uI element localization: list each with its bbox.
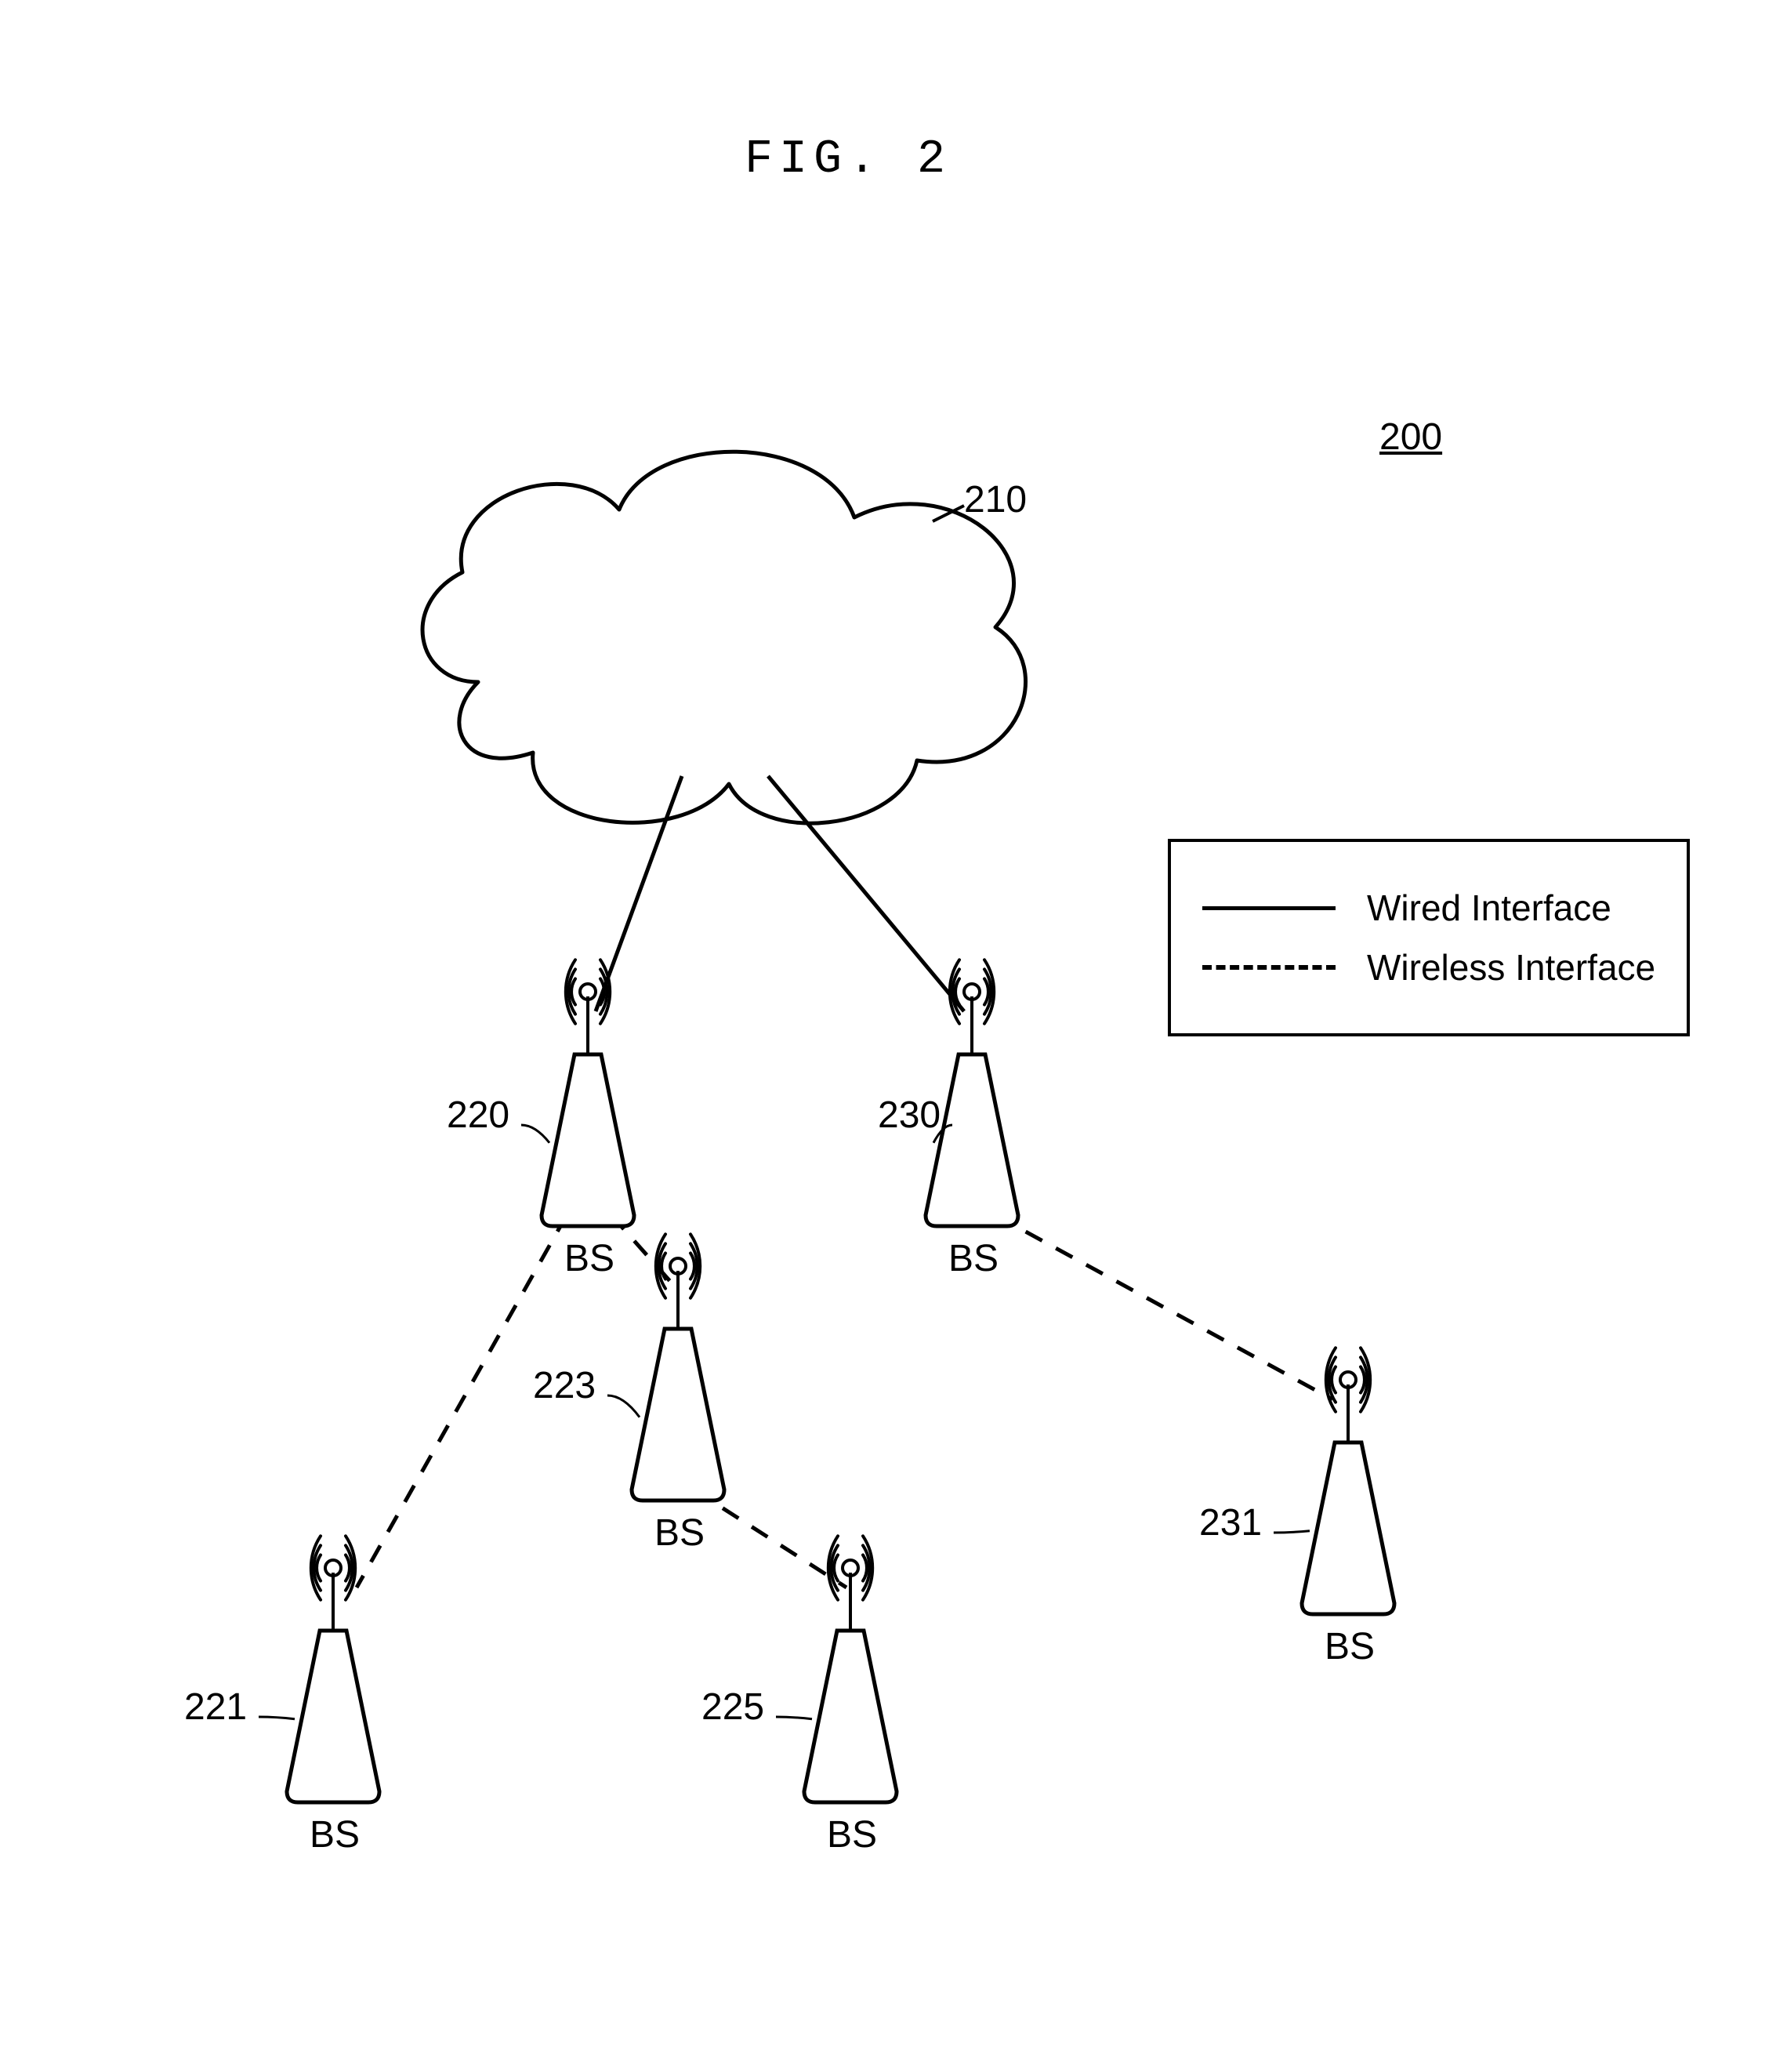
wireless-edge	[995, 1215, 1332, 1399]
bs-label: BS	[654, 1511, 705, 1555]
bs-label: BS	[564, 1237, 614, 1280]
bs-label: BS	[1325, 1625, 1375, 1668]
bs-ref: 230	[878, 1094, 941, 1137]
wired-edge	[596, 776, 682, 1011]
bs-label: BS	[827, 1813, 877, 1856]
bs-ref: 225	[701, 1686, 764, 1729]
system-ref: 200	[1379, 415, 1442, 459]
basestation-icon	[804, 1536, 897, 1802]
cloud-label-line2: Network	[658, 657, 802, 701]
bs-label: BS	[310, 1813, 360, 1856]
legend-label: Wireless Interface	[1367, 946, 1655, 989]
basestation-icon	[632, 1234, 724, 1500]
cloud-ref: 210	[964, 478, 1027, 521]
wired-edge	[768, 776, 964, 1011]
legend-box: Wired Interface Wireless Interface	[1168, 839, 1690, 1036]
basestation-icon	[542, 960, 634, 1226]
legend-label: Wired Interface	[1367, 887, 1611, 929]
bs-ref: 221	[184, 1686, 247, 1729]
legend-row: Wired Interface	[1202, 887, 1655, 929]
figure-title: FIG. 2	[745, 133, 951, 187]
basestation-icon	[287, 1536, 379, 1802]
basestation-icon	[1302, 1348, 1394, 1614]
bs-ref: 220	[447, 1094, 509, 1137]
wireless-edge	[694, 1490, 846, 1588]
figure-canvas: FIG. 2 200 External Network 210 Wired In…	[0, 0, 1787, 2072]
legend-row: Wireless Interface	[1202, 946, 1655, 989]
dashed-line-icon	[1202, 965, 1336, 970]
bs-ref: 231	[1199, 1501, 1262, 1544]
wireless-edge	[611, 1215, 674, 1286]
bs-ref: 223	[533, 1364, 596, 1407]
cloud-label-line1: External	[658, 611, 802, 655]
cloud-label: External Network	[658, 611, 802, 702]
bs-label: BS	[948, 1237, 999, 1280]
solid-line-icon	[1202, 906, 1336, 910]
